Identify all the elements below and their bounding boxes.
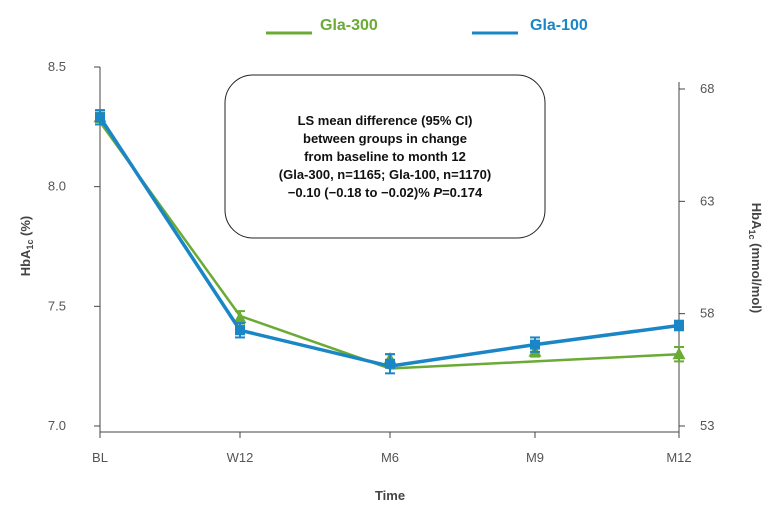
right-y-tick-label: 63 — [700, 193, 714, 208]
x-axis-title: Time — [375, 488, 405, 503]
x-tick-label: M9 — [526, 450, 544, 465]
data-point-square — [674, 320, 684, 331]
right-y-tick-label: 58 — [700, 306, 714, 321]
data-point-triangle — [672, 347, 686, 360]
legend-label-gla300: Gla-300 — [320, 17, 378, 34]
right-y-axis-title: HbA1c (mmol/mol) — [747, 203, 764, 313]
legend-label-gla100: Gla-100 — [530, 17, 588, 34]
x-tick-label: M12 — [666, 450, 691, 465]
data-point-square — [235, 325, 245, 336]
right-y-ticks: 68 63 58 53 — [679, 81, 714, 433]
annotation-line-3: from baseline to month 12 — [304, 149, 466, 164]
annotation-line-4: (Gla-300, n=1165; Gla-100, n=1170) — [279, 167, 491, 182]
data-point-square — [530, 339, 540, 350]
left-y-ticks: 8.5 8.0 7.5 7.0 — [48, 59, 100, 433]
series-gla100 — [95, 109, 684, 375]
annotation-line-5: −0.10 (−0.18 to −0.02)% P=0.174 — [288, 185, 483, 200]
annotation-line-1: LS mean difference (95% CI) — [298, 113, 473, 128]
series-layer — [93, 109, 686, 375]
left-y-axis-title: HbA1c (%) — [18, 216, 35, 277]
annotation-frame — [224, 74, 546, 239]
annotation-line-2: between groups in change — [303, 131, 467, 146]
x-ticks: BL W12 M6 M9 M12 — [92, 432, 692, 465]
x-tick-label: BL — [92, 450, 108, 465]
x-tick-label: M6 — [381, 450, 399, 465]
left-y-tick-label: 8.0 — [48, 179, 66, 194]
data-point-square — [95, 112, 105, 123]
annotation-box: LS mean difference (95% CI) between grou… — [224, 74, 546, 239]
data-point-triangle — [233, 311, 247, 324]
right-y-tick-label: 53 — [700, 418, 714, 433]
left-y-tick-label: 8.5 — [48, 59, 66, 74]
left-y-tick-label: 7.0 — [48, 418, 66, 433]
right-y-tick-label: 68 — [700, 81, 714, 96]
left-y-tick-label: 7.5 — [48, 298, 66, 313]
x-tick-label: W12 — [227, 450, 254, 465]
data-point-square — [385, 358, 395, 369]
legend: Gla-300 Gla-100 — [266, 17, 588, 35]
